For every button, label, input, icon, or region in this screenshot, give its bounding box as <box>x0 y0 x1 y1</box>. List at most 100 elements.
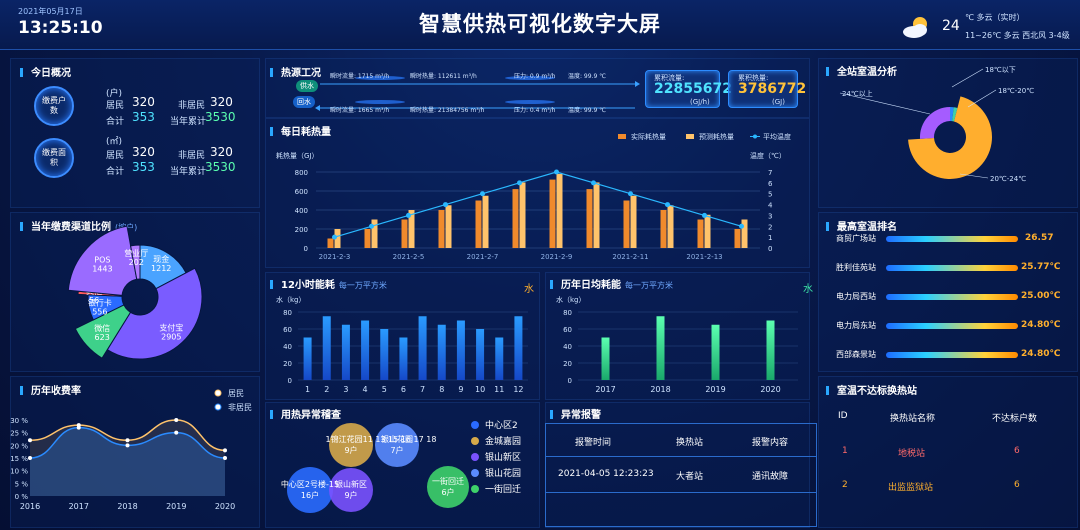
anomaly-bubble-label: 银山花园 <box>381 434 413 444</box>
anomaly-bubbles: 1锦江花园11 13 15 16 17 189户银山花园7户中心区2号楼-151… <box>281 419 521 513</box>
return-flow: 瞬时流量: 1665 m³/h <box>330 107 390 114</box>
yearly-y-tick: 20 <box>563 360 572 368</box>
daily-temp-point <box>702 212 707 218</box>
area-badge: 缴费面积 <box>34 138 74 178</box>
households-value-resident: 320 <box>132 95 155 109</box>
rate-area-1 <box>30 427 225 496</box>
substandard-header-count: 不达标户数 <box>992 414 1038 424</box>
hourly-bar <box>476 329 485 380</box>
alarm-table-divider <box>545 456 817 457</box>
daily-bar-actual <box>623 200 630 248</box>
daily-y-right-tick: 6 <box>768 180 773 188</box>
hourly-x-tick: 2 <box>324 385 329 394</box>
yearly-title: 历年日均耗能 每一万平方米 <box>550 276 673 291</box>
cumulative-flow-value: 22855672 <box>654 81 732 97</box>
daily-y-left-tick: 800 <box>295 169 308 177</box>
daily-x-tick: 2021-2-9 <box>541 253 573 261</box>
yearly-x-tick: 2017 <box>595 385 615 394</box>
hourly-x-tick: 11 <box>494 385 504 394</box>
channel-slice-value: 56 <box>89 296 99 305</box>
hourly-x-tick: 10 <box>475 385 485 394</box>
weather-temperature: 24 <box>942 18 960 34</box>
ranking-name: 商贸广场站 <box>836 234 876 243</box>
alarm-row-content[interactable]: 通讯故障 <box>752 472 789 482</box>
hourly-bar <box>495 337 504 380</box>
anomaly-bubble-label: 中心区2号楼-15 <box>281 479 339 489</box>
anomaly-legend-dot <box>471 437 479 445</box>
hourly-x-tick: 3 <box>343 385 348 394</box>
daily-bar-predicted <box>630 195 637 248</box>
anomaly-bubble <box>287 467 333 513</box>
households-value-nonresident: 320 <box>210 95 233 109</box>
yearly-panel <box>545 272 810 400</box>
channel-slice-value: 2905 <box>161 333 181 342</box>
daily-temp-point <box>739 223 744 229</box>
header-bar <box>0 0 1080 50</box>
substandard-row-2-count[interactable]: 6 <box>1014 480 1020 490</box>
alarm-header-content: 报警内容 <box>752 438 789 448</box>
supply-tag: 供水 <box>296 80 318 92</box>
supply-flow: 瞬时流量: 1715 m³/h <box>330 73 390 80</box>
daily-bar-actual <box>660 210 667 248</box>
room-temp-panel <box>818 58 1078 208</box>
daily-bar-predicted <box>408 210 415 248</box>
daily-temp-point <box>665 202 670 208</box>
area-label-resident: 居民 <box>106 151 125 161</box>
substandard-row-2-id[interactable]: 2 <box>842 480 848 490</box>
daily-bar-predicted <box>482 195 489 248</box>
substandard-row-1-id[interactable]: 1 <box>842 446 848 456</box>
area-label-total: 合计 <box>106 167 125 177</box>
hourly-x-tick: 1 <box>305 385 310 394</box>
daily-x-tick: 2021-2-5 <box>393 253 425 261</box>
anomaly-bubble-label: 1锦江花园11 13 15 16 17 18 <box>326 434 437 444</box>
anomaly-legend-label: 金城嘉园 <box>485 435 521 447</box>
daily-temp-point <box>517 180 522 186</box>
substandard-row-1-count[interactable]: 6 <box>1014 446 1020 456</box>
cumulative-flow-unit: (GJ/h) <box>690 98 710 106</box>
rate-area-0 <box>30 420 225 496</box>
return-temp: 温度: 99.9 ℃ <box>568 107 606 114</box>
daily-bar-predicted <box>445 205 452 248</box>
channel-slice-label: 现金 <box>153 254 169 264</box>
rate-point <box>28 456 32 460</box>
history-rate-title: 历年收费率 <box>20 382 81 397</box>
channel-slice-value: 1212 <box>151 264 171 273</box>
daily-bar-actual <box>549 179 556 248</box>
substandard-row-1-name[interactable]: 地税站 <box>898 449 926 459</box>
hourly-y-tick: 40 <box>283 343 292 351</box>
substandard-row-2-name[interactable]: 出监监狱站 <box>888 483 934 493</box>
alarm-row-station[interactable]: 大者站 <box>676 472 704 482</box>
page-title: 智慧供热可视化数字大屏 <box>419 12 661 36</box>
ranking-bar <box>886 265 1018 271</box>
alarm-header-time: 报警时间 <box>575 438 612 448</box>
daily-temp-point <box>628 191 633 197</box>
anomaly-legend-dot <box>471 421 479 429</box>
yearly-bar <box>656 316 665 380</box>
daily-y-right-label: 温度（℃） <box>750 151 786 160</box>
daily-y-right-tick: 1 <box>768 234 772 242</box>
alarm-row-time[interactable]: 2021-04-05 12:23:23 <box>558 469 654 479</box>
rate-x-tick: 2016 <box>20 502 40 511</box>
heat-source-title: 热源工况 <box>270 64 321 79</box>
daily-bar-predicted <box>593 182 600 248</box>
anomaly-bubble <box>329 423 373 467</box>
rate-point <box>76 425 81 430</box>
cumulative-heat-unit: (GJ) <box>772 98 785 106</box>
cumulative-heat-box <box>728 70 798 108</box>
rate-point <box>223 448 227 453</box>
history-rate-chart: 30 % 25 % 20 % 15 % 10 % 5 % 0 %2016 2017 2018 20… <box>10 389 252 511</box>
ranking-title: 最高室温排名 <box>826 218 897 233</box>
rate-x-tick: 2018 <box>117 502 137 511</box>
daily-bar-predicted <box>334 229 341 248</box>
anomaly-legend-label: 一街回迁 <box>485 483 521 495</box>
substandard-title: 室温不达标换热站 <box>826 382 917 397</box>
return-heat: 瞬时热量: 21384756 m³/h <box>410 107 485 114</box>
daily-bar-predicted <box>519 182 526 248</box>
yearly-x-tick: 2020 <box>760 385 780 394</box>
rate-y-tick: 15 % <box>10 455 28 463</box>
ranking-value: 24.80℃ <box>1021 320 1061 330</box>
anomaly-bubble-label: 银山新区 <box>335 479 367 489</box>
area-value-nonresident: 320 <box>210 145 233 159</box>
weather-status: ℃ 多云（实时） <box>965 13 1025 22</box>
anomaly-bubble-label: 一街回迁 <box>432 476 464 486</box>
